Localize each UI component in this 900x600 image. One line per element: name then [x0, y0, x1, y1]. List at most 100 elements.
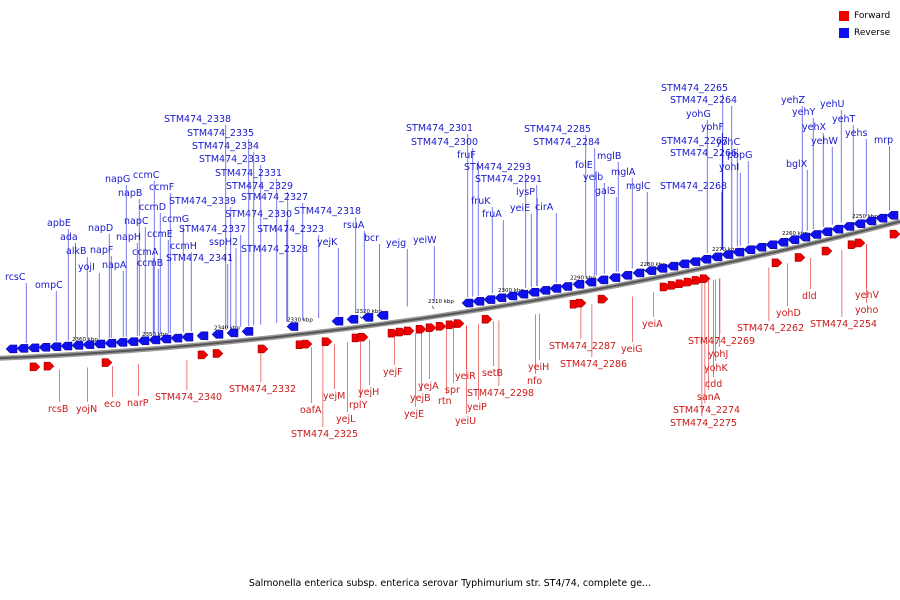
forward-gene-arrow [889, 229, 900, 239]
axis-tick-label: 2280 kbp [640, 262, 666, 268]
reverse-gene-arrow [608, 273, 621, 282]
gene-label-stm474-2269: STM474_2269 [688, 336, 755, 347]
forward-gene-arrow [453, 319, 465, 328]
gene-label-stm474-2285: STM474_2285 [524, 124, 591, 135]
gene-label-stm474-2338: STM474_2338 [164, 114, 231, 125]
axis-tick-label: 2340 kbp [214, 325, 240, 331]
reverse-gene-arrow [666, 261, 679, 271]
gene-label-napb: napB [118, 188, 142, 199]
reverse-gene-arrow [549, 284, 562, 293]
gene-label-oafa: oafA [300, 405, 322, 416]
gene-label-yejl: yejL [336, 414, 356, 425]
gene-label-nfo: nfo [527, 376, 542, 387]
gene-label-stm474-2340: STM474_2340 [155, 392, 222, 403]
forward-gene-arrow [415, 324, 427, 334]
axis-tick-label: 2330 kbp [287, 318, 313, 324]
gene-label-yojn: yojN [76, 404, 97, 415]
reverse-gene-arrow [820, 227, 833, 237]
gene-label-yeih: yeiH [528, 362, 549, 373]
gene-label-setb: setB [482, 368, 503, 379]
gene-label-fole: folE [575, 160, 593, 171]
gene-label-yejh: yejH [358, 387, 379, 398]
gene-label-mrp: mrp [874, 135, 893, 146]
gene-label-dld: dld [802, 291, 817, 302]
forward-gene-arrow [257, 344, 269, 354]
gene-label-fruf: fruF [457, 150, 476, 161]
reverse-swatch [839, 28, 849, 38]
forward-gene-arrow [435, 322, 447, 331]
reverse-gene-arrow [754, 242, 767, 252]
gene-label-pbpg: pbpG [727, 150, 752, 161]
gene-label-yehv: yehV [855, 290, 879, 301]
forward-gene-arrow [301, 339, 313, 349]
gene-label-yejf: yejF [383, 367, 403, 378]
axis-tick [431, 305, 435, 310]
forward-gene-arrow [212, 349, 224, 358]
reverse-gene-arrow [842, 222, 855, 231]
gene-label-stm474-2323: STM474_2323 [257, 224, 324, 235]
reverse-gene-arrow [875, 213, 888, 223]
gene-label-yohf: yohF [701, 122, 724, 133]
gene-label-stm474-2339: STM474_2339 [169, 196, 236, 207]
gene-label-yehx: yehX [802, 122, 826, 133]
gene-label-yeib: yeib [583, 172, 603, 183]
reverse-gene-arrow [286, 322, 299, 331]
reverse-gene-arrow [16, 344, 29, 353]
gene-label-gals: galS [595, 186, 616, 197]
gene-label-rply: rplY [349, 400, 368, 411]
gene-label-yeip: yeiP [467, 402, 487, 413]
gene-label-mgla: mglA [611, 167, 636, 178]
reverse-gene-arrow [538, 286, 551, 295]
gene-label-apbe: apbE [47, 218, 71, 229]
gene-label-stm474-2298: STM474_2298 [467, 388, 534, 399]
gene-label-stm474-2318: STM474_2318 [294, 206, 361, 217]
forward-gene-arrow [321, 337, 333, 346]
forward-gene-arrow [575, 298, 587, 308]
forward-gene-arrow [771, 258, 783, 268]
gene-label-cira: cirA [535, 202, 554, 213]
reverse-gene-arrow [655, 264, 668, 273]
gene-label-cdd: cdd [705, 379, 722, 390]
gene-label-stm474-2262: STM474_2262 [737, 323, 804, 334]
gene-label-yoho: yoho [855, 305, 878, 316]
reverse-gene-arrow [126, 337, 139, 346]
gene-label-yohg: yohG [686, 109, 711, 120]
gene-label-stm474-2337: STM474_2337 [179, 224, 246, 235]
reverse-gene-arrow [560, 282, 573, 291]
gene-label-rtn: rtn [438, 396, 452, 407]
gene-label-mglb: mglB [597, 151, 621, 162]
gene-label-stm474-2328: STM474_2328 [241, 244, 308, 255]
reverse-gene-arrow [137, 336, 150, 346]
gene-label-naph: napH [116, 232, 141, 243]
reverse-gene-arrow [527, 288, 540, 297]
axis-tick-label: 2360 kbp [72, 337, 98, 343]
reverse-gene-arrow [181, 332, 194, 342]
gene-label-sana: sanA [697, 392, 721, 403]
reverse-gene-arrow [241, 327, 254, 336]
gene-label-bcr: bcr [364, 233, 379, 244]
gene-label-yohc: yohC [716, 137, 740, 148]
gene-label-stm474-2264: STM474_2264 [670, 95, 737, 106]
reverse-gene-arrow [27, 343, 40, 353]
gene-label-yeiu: yeiU [455, 416, 476, 427]
axis-tick-label: 2270 kbp [712, 247, 738, 253]
gene-label-alkb: alkB [66, 246, 86, 257]
gene-label-ccmc: ccmC [133, 170, 160, 181]
reverse-gene-arrow [5, 344, 18, 354]
axis-tick-label: 2310 kbp [428, 299, 454, 305]
reverse-gene-arrow [148, 335, 161, 345]
axis-tick-label: 2320 kbp [356, 309, 382, 315]
gene-label-stm474-2254: STM474_2254 [810, 319, 877, 330]
reverse-gene-arrow [461, 298, 474, 308]
reverse-gene-arrow [765, 240, 778, 249]
gene-label-stm474-2301: STM474_2301 [406, 123, 473, 134]
gene-label-ccme: ccmE [147, 229, 173, 240]
gene-label-rsua: rsuA [343, 220, 365, 231]
backbone [0, 220, 900, 360]
forward-gene-arrow [29, 362, 41, 372]
gene-label-yeja: yejA [418, 381, 439, 392]
reverse-gene-arrow [516, 289, 529, 299]
gene-label-yejb: yejB [410, 393, 431, 404]
gene-label-stm474-2325: STM474_2325 [291, 429, 358, 440]
gene-label-yeie: yeiE [510, 203, 530, 214]
